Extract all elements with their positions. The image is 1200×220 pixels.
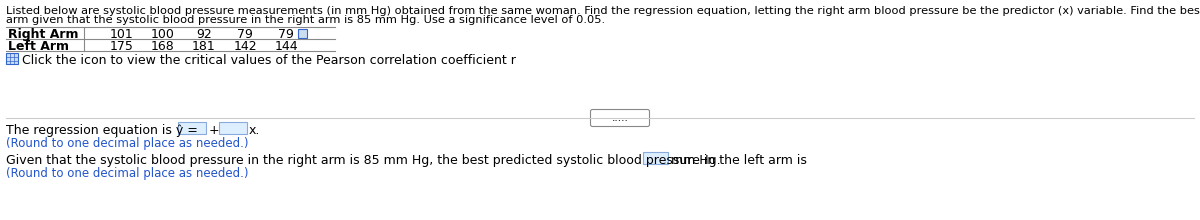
Text: +: +	[209, 124, 220, 137]
FancyBboxPatch shape	[220, 122, 247, 134]
Text: mm Hg.: mm Hg.	[671, 154, 721, 167]
Text: 100: 100	[151, 28, 175, 41]
Text: 175: 175	[110, 40, 134, 53]
Text: x.: x.	[250, 124, 260, 137]
Text: Right Arm: Right Arm	[8, 28, 78, 41]
FancyBboxPatch shape	[298, 29, 307, 38]
FancyBboxPatch shape	[590, 110, 649, 126]
Text: 144: 144	[274, 40, 298, 53]
Text: 101: 101	[110, 28, 134, 41]
FancyBboxPatch shape	[643, 152, 668, 164]
Text: Given that the systolic blood pressure in the right arm is 85 mm Hg, the best pr: Given that the systolic blood pressure i…	[6, 154, 806, 167]
Text: 79: 79	[278, 28, 294, 41]
Text: 168: 168	[151, 40, 175, 53]
Text: 142: 142	[233, 40, 257, 53]
Text: arm given that the systolic blood pressure in the right arm is 85 mm Hg. Use a s: arm given that the systolic blood pressu…	[6, 15, 605, 25]
Text: (Round to one decimal place as needed.): (Round to one decimal place as needed.)	[6, 167, 248, 180]
Text: 181: 181	[192, 40, 216, 53]
Text: 92: 92	[196, 28, 212, 41]
Text: Left Arm: Left Arm	[8, 40, 70, 53]
Text: The regression equation is ŷ =: The regression equation is ŷ =	[6, 124, 202, 137]
Text: (Round to one decimal place as needed.): (Round to one decimal place as needed.)	[6, 137, 248, 150]
FancyBboxPatch shape	[178, 122, 206, 134]
Text: Listed below are systolic blood pressure measurements (in mm Hg) obtained from t: Listed below are systolic blood pressure…	[6, 6, 1200, 16]
Text: 79: 79	[238, 28, 253, 41]
FancyBboxPatch shape	[6, 53, 18, 64]
Text: .....: .....	[612, 113, 629, 123]
Text: Click the icon to view the critical values of the Pearson correlation coefficien: Click the icon to view the critical valu…	[22, 54, 516, 67]
